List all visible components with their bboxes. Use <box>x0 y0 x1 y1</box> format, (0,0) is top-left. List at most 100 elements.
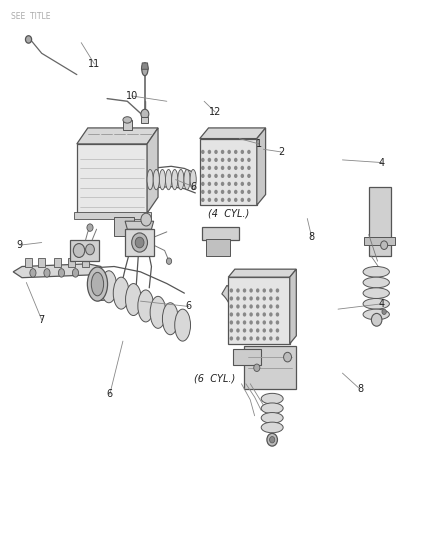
Ellipse shape <box>214 198 217 202</box>
Ellipse shape <box>229 336 233 341</box>
Ellipse shape <box>247 198 250 202</box>
Polygon shape <box>82 258 89 266</box>
Ellipse shape <box>229 296 233 301</box>
Ellipse shape <box>72 269 78 277</box>
Ellipse shape <box>214 158 217 162</box>
Ellipse shape <box>268 336 272 341</box>
Ellipse shape <box>236 288 239 293</box>
Text: 12: 12 <box>208 107 221 117</box>
Ellipse shape <box>255 328 259 333</box>
Ellipse shape <box>220 190 224 194</box>
Ellipse shape <box>362 288 389 298</box>
Ellipse shape <box>255 336 259 341</box>
Text: 8: 8 <box>356 384 362 394</box>
Text: 4: 4 <box>378 158 384 167</box>
Text: 6: 6 <box>185 302 191 311</box>
Ellipse shape <box>30 269 36 277</box>
Ellipse shape <box>262 296 265 301</box>
Polygon shape <box>77 144 147 213</box>
Ellipse shape <box>201 190 204 194</box>
Polygon shape <box>221 285 241 333</box>
Polygon shape <box>68 258 75 266</box>
Polygon shape <box>147 128 158 213</box>
Ellipse shape <box>242 304 246 309</box>
Ellipse shape <box>131 233 147 252</box>
Polygon shape <box>125 221 153 229</box>
Polygon shape <box>289 269 296 344</box>
Polygon shape <box>123 120 131 130</box>
Ellipse shape <box>380 241 387 249</box>
Ellipse shape <box>227 166 230 170</box>
Ellipse shape <box>214 166 217 170</box>
Ellipse shape <box>101 271 117 303</box>
Ellipse shape <box>159 169 165 190</box>
Ellipse shape <box>266 433 277 446</box>
Ellipse shape <box>227 190 230 194</box>
Ellipse shape <box>123 117 131 123</box>
Ellipse shape <box>275 328 279 333</box>
Ellipse shape <box>247 158 250 162</box>
Ellipse shape <box>201 198 204 202</box>
Ellipse shape <box>229 304 233 309</box>
Ellipse shape <box>58 269 64 277</box>
Ellipse shape <box>249 328 252 333</box>
Ellipse shape <box>184 169 190 190</box>
Polygon shape <box>74 212 151 219</box>
Polygon shape <box>77 128 158 144</box>
Ellipse shape <box>371 313 381 326</box>
Ellipse shape <box>87 224 93 231</box>
Ellipse shape <box>227 174 230 178</box>
Ellipse shape <box>236 304 239 309</box>
Ellipse shape <box>236 328 239 333</box>
Ellipse shape <box>362 309 389 320</box>
Ellipse shape <box>240 158 244 162</box>
Ellipse shape <box>249 296 252 301</box>
Ellipse shape <box>262 312 265 317</box>
Ellipse shape <box>138 290 153 322</box>
Ellipse shape <box>233 150 237 154</box>
Ellipse shape <box>236 296 239 301</box>
Ellipse shape <box>240 198 244 202</box>
Ellipse shape <box>153 169 159 190</box>
Ellipse shape <box>214 150 217 154</box>
Ellipse shape <box>261 413 283 423</box>
Text: 4: 4 <box>378 299 384 309</box>
Ellipse shape <box>207 174 211 178</box>
Ellipse shape <box>214 190 217 194</box>
Ellipse shape <box>242 288 246 293</box>
Ellipse shape <box>227 182 230 186</box>
Text: (6  CYL.): (6 CYL.) <box>194 374 235 383</box>
Polygon shape <box>256 128 265 205</box>
Text: 10: 10 <box>125 91 138 101</box>
Ellipse shape <box>269 437 274 443</box>
Ellipse shape <box>201 182 204 186</box>
Ellipse shape <box>236 336 239 341</box>
Ellipse shape <box>141 63 148 76</box>
Ellipse shape <box>233 174 237 178</box>
Polygon shape <box>141 63 148 69</box>
Ellipse shape <box>262 304 265 309</box>
Ellipse shape <box>247 166 250 170</box>
Ellipse shape <box>233 198 237 202</box>
Ellipse shape <box>253 364 259 372</box>
Text: 6: 6 <box>106 390 113 399</box>
Ellipse shape <box>229 320 233 325</box>
Ellipse shape <box>262 320 265 325</box>
Ellipse shape <box>91 272 103 296</box>
Ellipse shape <box>171 169 177 190</box>
Ellipse shape <box>214 182 217 186</box>
Ellipse shape <box>255 288 259 293</box>
Ellipse shape <box>220 166 224 170</box>
Text: SEE  TITLE: SEE TITLE <box>11 12 50 21</box>
Ellipse shape <box>207 166 211 170</box>
Text: 7: 7 <box>39 315 45 325</box>
Ellipse shape <box>247 150 250 154</box>
Ellipse shape <box>261 422 283 433</box>
Ellipse shape <box>147 169 153 190</box>
Ellipse shape <box>362 298 389 309</box>
Ellipse shape <box>262 328 265 333</box>
Ellipse shape <box>268 304 272 309</box>
Ellipse shape <box>214 174 217 178</box>
Ellipse shape <box>73 244 85 257</box>
Ellipse shape <box>268 320 272 325</box>
